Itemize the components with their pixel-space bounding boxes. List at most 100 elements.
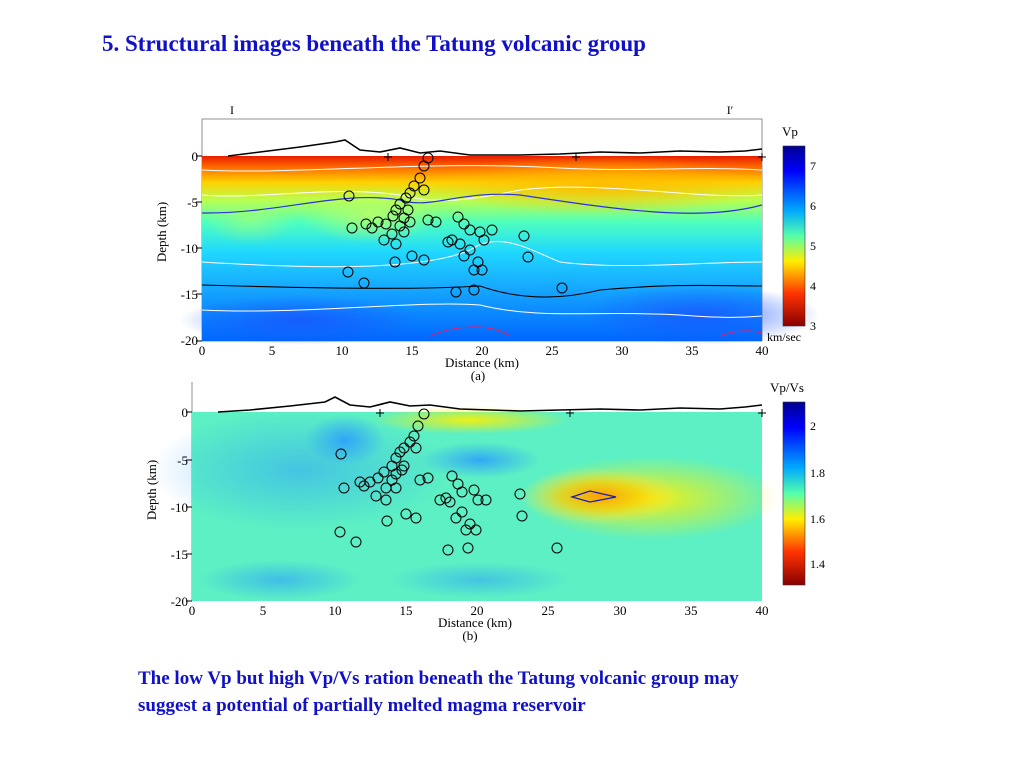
- hypocenter-marker: [394, 220, 406, 232]
- panel-label: (a): [471, 368, 485, 383]
- hypocenter-marker: [454, 238, 466, 250]
- hypocenter-marker: [551, 542, 563, 554]
- profile-start-label: I: [230, 103, 234, 117]
- panel-a: I I′ 0 -5 -10 -15 -20 Depth (km) 0 5 10 …: [154, 103, 820, 383]
- hypocenter-marker: [522, 251, 534, 263]
- hypocenter-marker: [480, 494, 492, 506]
- panel-a-topography: [227, 139, 763, 157]
- panel-b-earthquake-hypocenters: [334, 408, 563, 556]
- hypocenter-marker: [440, 492, 452, 504]
- colorbar-tick-label: 4: [810, 279, 816, 293]
- hypocenter-marker: [338, 482, 350, 494]
- panel-a-y-axis: 0 -5 -10 -15 -20 Depth (km): [154, 149, 202, 348]
- vp-velocity-image: [180, 155, 820, 345]
- hypocenter-marker: [386, 228, 398, 240]
- hypocenter-marker: [378, 466, 390, 478]
- panel-b-station-markers: [376, 409, 766, 417]
- hypocenter-marker: [394, 446, 406, 458]
- panel-b-topography: [217, 396, 763, 413]
- hypocenter-marker: [342, 266, 354, 278]
- hypocenter-marker: [404, 216, 416, 228]
- vp-vs-colorbar: Vp/Vs 2 1.8 1.6 1.4: [770, 380, 825, 586]
- x-tick-label: 20: [476, 343, 489, 358]
- vp-colorbar-title: Vp: [782, 124, 798, 139]
- y-tick-label: 0: [182, 405, 189, 420]
- hypocenter-marker: [450, 512, 462, 524]
- hypocenter-marker: [556, 282, 568, 294]
- x-tick-label: 0: [189, 603, 196, 618]
- x-tick-label: 25: [542, 603, 555, 618]
- tomography-figure: I I′ 0 -5 -10 -15 -20 Depth (km) 0 5 10 …: [144, 103, 825, 643]
- vp-vs-colorbar-scale: [782, 401, 806, 586]
- x-tick-label: 35: [685, 603, 698, 618]
- y-tick-label: -5: [177, 453, 188, 468]
- hypocenter-marker: [408, 430, 420, 442]
- hypocenter-marker: [452, 211, 464, 223]
- hypocenter-marker: [390, 468, 402, 480]
- x-tick-label: 25: [546, 343, 559, 358]
- hypocenter-marker: [381, 515, 393, 527]
- hypocenter-marker: [378, 234, 390, 246]
- caption-line: suggest a potential of partially melted …: [138, 695, 586, 716]
- hypocenter-marker: [442, 236, 454, 248]
- hypocenter-marker: [422, 472, 434, 484]
- hypocenter-marker: [343, 190, 355, 202]
- hypocenter-marker: [408, 180, 420, 192]
- hypocenter-marker: [390, 238, 402, 250]
- colorbar-tick-label: 1.8: [810, 466, 825, 480]
- colorbar-tick-label: 2: [810, 419, 816, 433]
- hypocenter-marker: [406, 250, 418, 262]
- hypocenter-marker: [390, 204, 402, 216]
- y-tick-label: -10: [171, 500, 188, 515]
- x-tick-label: 10: [329, 603, 342, 618]
- x-tick-label: 0: [199, 343, 206, 358]
- panel-b: 0 -5 -10 -15 -20 Depth (km) 0 5 10 15 20…: [144, 380, 825, 643]
- hypocenter-marker: [404, 436, 416, 448]
- vp-vs-colorbar-title: Vp/Vs: [770, 380, 804, 395]
- colorbar-tick-label: 7: [810, 159, 816, 173]
- vp-colorbar-scale: [782, 145, 806, 327]
- hypocenter-marker: [387, 210, 399, 222]
- hypocenter-marker: [358, 480, 370, 492]
- hypocenter-marker: [346, 222, 358, 234]
- y-tick-label: -10: [181, 241, 198, 256]
- x-tick-label: 40: [756, 343, 769, 358]
- panel-a-x-axis: 0 5 10 15 20 25 30 35 40 Distance (km) (…: [199, 343, 769, 383]
- colorbar-tick-label: 1.4: [810, 557, 825, 571]
- hypocenter-marker: [366, 222, 378, 234]
- hypocenter-marker: [444, 496, 456, 508]
- hypocenter-marker: [414, 474, 426, 486]
- x-tick-label: 20: [471, 603, 484, 618]
- hypocenter-marker: [394, 198, 406, 210]
- hypocenter-marker: [464, 244, 476, 256]
- colorbar-tick-label: 5: [810, 239, 816, 253]
- x-tick-label: 15: [400, 603, 413, 618]
- slide-caption: The low Vp but high Vp/Vs ration beneath…: [138, 665, 898, 719]
- vp-colorbar-unit: km/sec: [767, 330, 801, 344]
- hypocenter-marker: [514, 488, 526, 500]
- panel-a-earthquake-hypocenters: [342, 152, 568, 298]
- hypocenter-marker: [400, 192, 412, 204]
- profile-end-label: I′: [727, 103, 734, 117]
- y-tick-label: -15: [181, 287, 198, 302]
- hypocenter-marker: [458, 250, 470, 262]
- panel-b-x-axis: 0 5 10 15 20 25 30 35 40 Distance (km) (…: [189, 603, 769, 643]
- x-tick-label: 15: [406, 343, 419, 358]
- hypocenter-marker: [460, 524, 472, 536]
- hypocenter-marker: [370, 490, 382, 502]
- y-tick-label: -5: [187, 195, 198, 210]
- hypocenter-marker: [462, 542, 474, 554]
- hypocenter-marker: [380, 494, 392, 506]
- hypocenter-marker: [418, 254, 430, 266]
- y-tick-label: -20: [181, 333, 198, 348]
- hypocenter-marker: [422, 214, 434, 226]
- hypocenter-marker: [414, 172, 426, 184]
- panel-label: (b): [462, 628, 477, 643]
- hypocenter-marker: [389, 256, 401, 268]
- x-tick-label: 5: [269, 343, 276, 358]
- x-axis-title: Distance (km): [438, 615, 512, 630]
- hypocenter-marker: [372, 216, 384, 228]
- x-tick-label: 10: [336, 343, 349, 358]
- x-tick-label: 35: [686, 343, 699, 358]
- hypocenter-marker: [478, 234, 490, 246]
